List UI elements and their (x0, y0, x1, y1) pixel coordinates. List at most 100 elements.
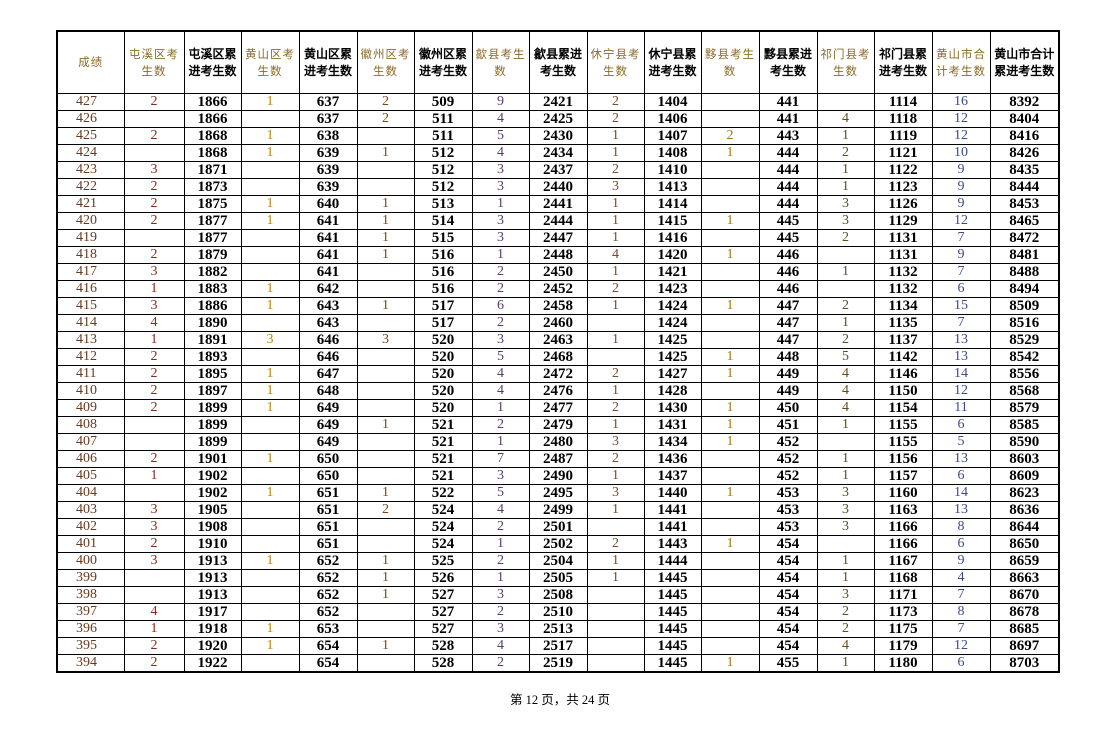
cumulative-count-cell: 1135 (873, 314, 933, 332)
count-cell: 4 (123, 314, 185, 332)
cumulative-count-cell: 444 (758, 178, 818, 196)
header-row: 成绩 屯溪区考生数 屯溪区累进考生数 黄山区考生数 黄山区累进考生数 徽州区考生数 徽州区累… (56, 30, 1060, 94)
cumulative-count-cell: 2508 (528, 586, 588, 604)
cumulative-count-cell: 2502 (528, 535, 588, 553)
count-cell: 9 (931, 195, 991, 213)
count-cell: 1 (586, 297, 645, 315)
cumulative-count-cell: 8481 (989, 246, 1060, 264)
cumulative-count-cell: 446 (758, 263, 818, 281)
count-cell (700, 93, 760, 111)
count-cell: 4 (471, 110, 530, 128)
cumulative-count-cell: 1119 (873, 127, 933, 145)
count-cell (586, 518, 645, 536)
table-row: 405 1 1902 650 521 3 2490 1 1437 452 1 1157 6 8609 (56, 467, 1060, 485)
count-cell: 3 (816, 501, 875, 519)
count-cell: 1 (586, 569, 645, 587)
cumulative-count-cell: 1899 (183, 416, 242, 434)
score-cell: 400 (56, 552, 125, 570)
cumulative-count-cell: 2480 (528, 433, 588, 451)
cumulative-count-cell: 521 (413, 416, 473, 434)
cumulative-count-cell: 1428 (643, 382, 702, 400)
cumulative-count-cell: 2425 (528, 110, 588, 128)
cumulative-count-cell: 8488 (989, 263, 1060, 281)
count-cell: 2 (123, 637, 185, 655)
count-cell: 1 (123, 467, 185, 485)
count-cell: 1 (240, 93, 300, 111)
cumulative-count-cell: 1408 (643, 144, 702, 162)
table-row: 424 1868 1 639 1 512 4 2434 1 1408 1 444 2 1121 10 8426 (56, 144, 1060, 162)
count-cell: 2 (356, 501, 415, 519)
cumulative-count-cell: 526 (413, 569, 473, 587)
cumulative-count-cell: 641 (298, 246, 358, 264)
count-cell: 2 (123, 212, 185, 230)
cumulative-count-cell: 1920 (183, 637, 242, 655)
column-header: 屯溪区考生数 (123, 30, 185, 94)
cumulative-count-cell: 1166 (873, 535, 933, 553)
cumulative-count-cell: 1440 (643, 484, 702, 502)
cumulative-count-cell: 521 (413, 450, 473, 468)
cumulative-count-cell: 443 (758, 127, 818, 145)
count-cell (700, 110, 760, 128)
cumulative-count-cell: 649 (298, 416, 358, 434)
count-cell: 2 (471, 552, 530, 570)
count-cell (700, 569, 760, 587)
count-cell (700, 229, 760, 247)
count-cell (700, 620, 760, 638)
cumulative-count-cell: 1416 (643, 229, 702, 247)
count-cell (586, 637, 645, 655)
count-cell: 2 (586, 93, 645, 111)
cumulative-count-cell: 512 (413, 144, 473, 162)
count-cell (240, 654, 300, 673)
cumulative-count-cell: 516 (413, 263, 473, 281)
cumulative-count-cell: 516 (413, 280, 473, 298)
score-cell: 399 (56, 569, 125, 587)
cumulative-count-cell: 1917 (183, 603, 242, 621)
count-cell: 3 (123, 552, 185, 570)
count-cell: 2 (356, 93, 415, 111)
count-cell: 1 (816, 178, 875, 196)
cumulative-count-cell: 454 (758, 637, 818, 655)
count-cell: 3 (123, 518, 185, 536)
count-cell: 5 (816, 348, 875, 366)
cumulative-count-cell: 1131 (873, 229, 933, 247)
cumulative-count-cell: 8703 (989, 654, 1060, 673)
score-cell: 411 (56, 365, 125, 383)
count-cell: 3 (471, 586, 530, 604)
count-cell: 2 (471, 603, 530, 621)
count-cell (700, 280, 760, 298)
cumulative-count-cell: 453 (758, 484, 818, 502)
count-cell: 1 (240, 637, 300, 655)
cumulative-count-cell: 1893 (183, 348, 242, 366)
cumulative-count-cell: 1150 (873, 382, 933, 400)
score-cell: 419 (56, 229, 125, 247)
score-cell: 396 (56, 620, 125, 638)
cumulative-count-cell: 1424 (643, 314, 702, 332)
cumulative-count-cell: 1404 (643, 93, 702, 111)
count-cell: 9 (931, 246, 991, 264)
count-cell (356, 127, 415, 145)
table-row: 397 4 1917 652 527 2 2510 1445 454 2 1173 8 8678 (56, 603, 1060, 621)
cumulative-count-cell: 1866 (183, 110, 242, 128)
count-cell: 1 (816, 450, 875, 468)
cumulative-count-cell: 453 (758, 518, 818, 536)
cumulative-count-cell: 1424 (643, 297, 702, 315)
cumulative-count-cell: 1882 (183, 263, 242, 281)
cumulative-count-cell: 646 (298, 348, 358, 366)
cumulative-count-cell: 509 (413, 93, 473, 111)
cumulative-count-cell: 1126 (873, 195, 933, 213)
count-cell: 6 (931, 280, 991, 298)
cumulative-count-cell: 1868 (183, 127, 242, 145)
count-cell: 1 (586, 229, 645, 247)
count-cell (816, 535, 875, 553)
cumulative-count-cell: 8636 (989, 501, 1060, 519)
count-cell: 2 (123, 178, 185, 196)
count-cell: 9 (931, 552, 991, 570)
count-cell: 1 (471, 399, 530, 417)
score-cell: 422 (56, 178, 125, 196)
count-cell (240, 314, 300, 332)
cumulative-count-cell: 8590 (989, 433, 1060, 451)
count-cell (700, 195, 760, 213)
cumulative-count-cell: 517 (413, 314, 473, 332)
count-cell: 1 (816, 263, 875, 281)
count-cell: 2 (123, 127, 185, 145)
